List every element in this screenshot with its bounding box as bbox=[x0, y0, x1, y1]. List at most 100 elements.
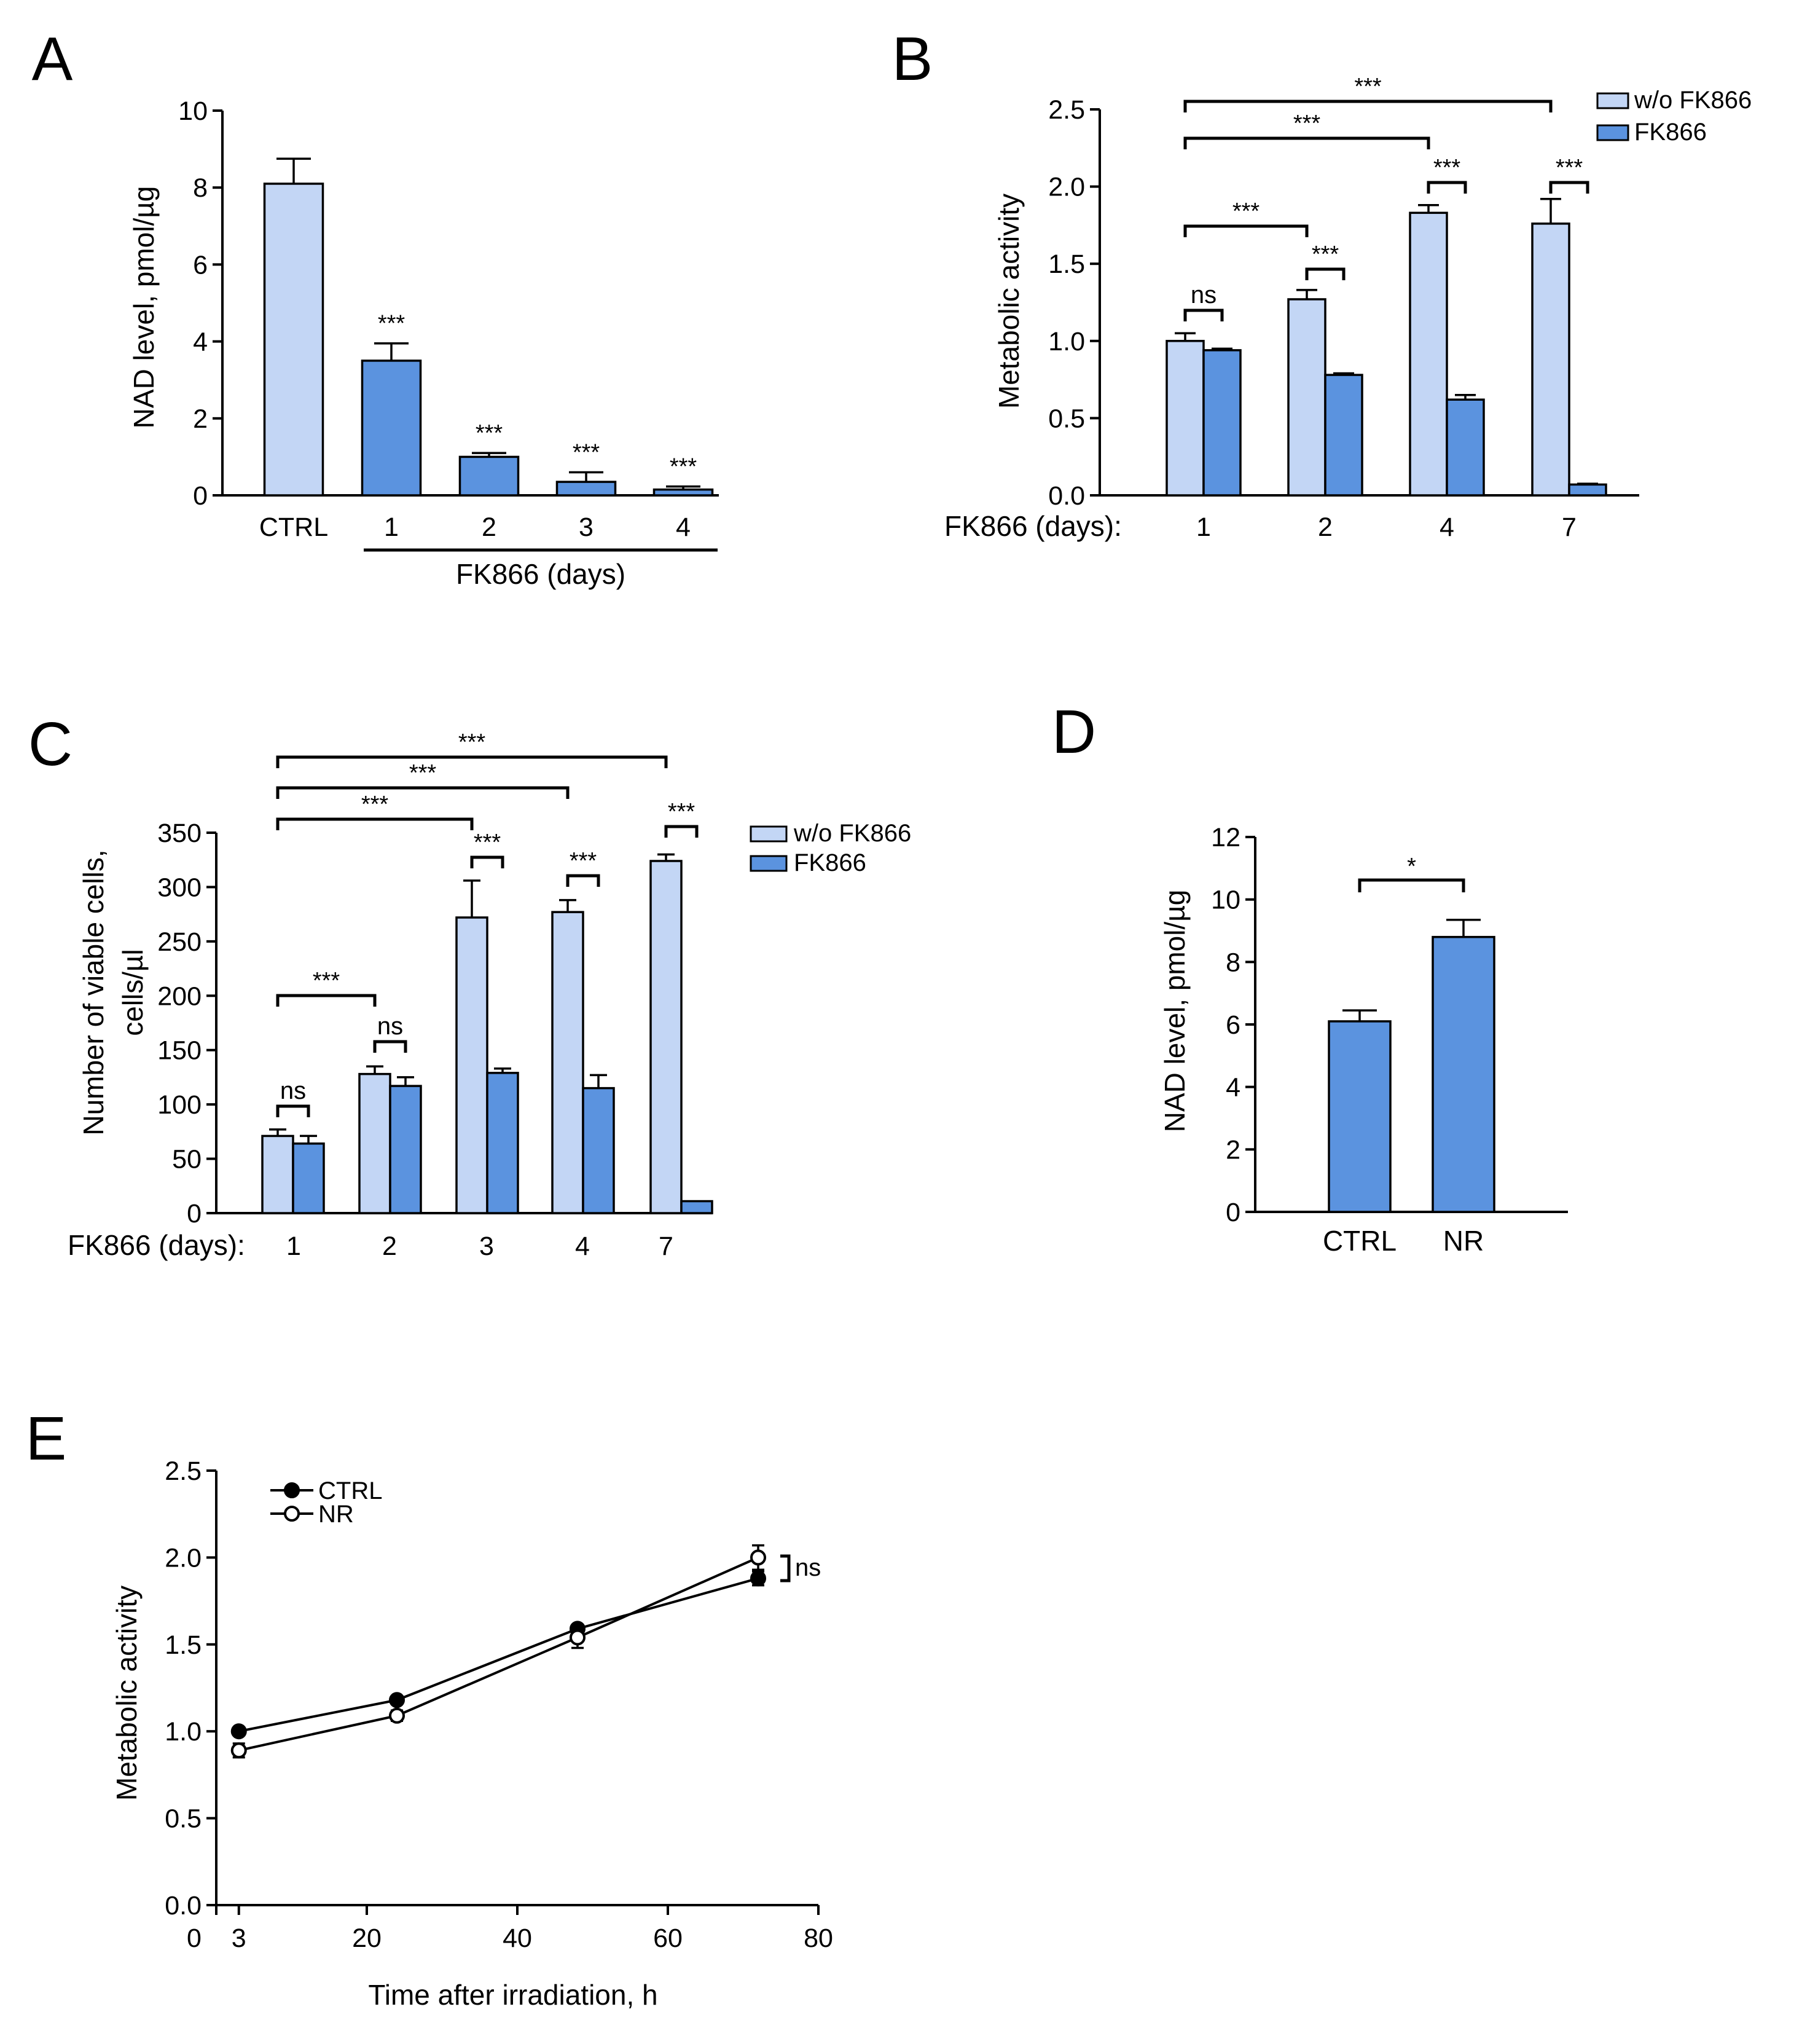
panel-letter-b: B bbox=[892, 25, 933, 93]
panel-c-comparison-significance: *** bbox=[409, 760, 437, 786]
panel-e-y-tick-label: 1.5 bbox=[165, 1630, 202, 1660]
panel-b-legend-swatch-without-fk866 bbox=[1596, 92, 1629, 109]
panel-c-pair-significance: *** bbox=[668, 799, 695, 825]
panel-c-pair-bracket bbox=[470, 855, 504, 868]
panel-b-bar-fk866 bbox=[1568, 483, 1607, 497]
panel-b-pair-bracket bbox=[1183, 309, 1224, 321]
panel-c-bar-fk866 bbox=[582, 1087, 615, 1214]
panel-c-error-bar bbox=[366, 1065, 383, 1074]
panel-c-bar-without-fk866 bbox=[455, 916, 488, 1214]
panel-b-error-bar bbox=[1212, 347, 1232, 350]
panel-c-comparison-significance: *** bbox=[313, 968, 340, 994]
panel-b-x-tick-label: 4 bbox=[1440, 513, 1454, 542]
panel-d-y-tick-label: 4 bbox=[1226, 1073, 1240, 1103]
panel-b-y-tick-label: 0.5 bbox=[1048, 404, 1085, 433]
panel-b-y-tick-label: 2.0 bbox=[1048, 173, 1085, 202]
panel-e-series-line-nr bbox=[238, 1556, 759, 1752]
panel-d-y-tick-label: 0 bbox=[1226, 1198, 1240, 1227]
panel-b-y-tick-label: 1.5 bbox=[1048, 250, 1085, 279]
panel-b-bar-without-fk866 bbox=[1531, 222, 1570, 497]
panel-b-error-bar bbox=[1418, 203, 1439, 213]
panel-c-error-bar bbox=[657, 853, 675, 861]
panel-d-error-bar bbox=[1446, 918, 1481, 937]
panel-b-y-tick-label: 2.5 bbox=[1048, 95, 1085, 125]
panel-b-pair-bracket bbox=[1305, 267, 1346, 280]
panel-a-group-label: FK866 (days) bbox=[456, 558, 625, 590]
panel-c-error-bar bbox=[397, 1076, 414, 1087]
panel-a-error-bar bbox=[569, 471, 603, 482]
panel-a-bar bbox=[458, 455, 520, 497]
panel-b-pair-significance: ns bbox=[1191, 281, 1217, 309]
panel-c-legend-swatch-without-fk866 bbox=[750, 825, 788, 843]
panel-d-y-tick-label: 2 bbox=[1226, 1135, 1240, 1165]
panel-a-error-bar bbox=[666, 485, 700, 490]
panel-e-series-line-ctrl bbox=[238, 1577, 759, 1733]
panel-c-pair-significance: *** bbox=[474, 830, 501, 855]
panel-e-point-nr bbox=[230, 1742, 247, 1759]
panel-d-x-tick-label: CTRL bbox=[1323, 1225, 1397, 1257]
panel-e-x-label: Time after irradiation, h bbox=[368, 1979, 657, 2011]
panel-b-comparison-bracket bbox=[1183, 224, 1309, 237]
panel-b-x-prefix: FK866 (days): bbox=[944, 510, 1122, 542]
panel-a-x-tick-label: 2 bbox=[482, 513, 496, 542]
panel-c-y-tick-label: 350 bbox=[157, 819, 202, 848]
panel-e-ns-label: ns bbox=[795, 1554, 821, 1581]
panel-d-bar bbox=[1432, 935, 1495, 1213]
panel-d-comparison-significance: * bbox=[1407, 854, 1416, 879]
panel-b-x-tick-label: 1 bbox=[1196, 513, 1211, 542]
panel-e-point-ctrl bbox=[230, 1723, 247, 1740]
panel-c-bar-without-fk866 bbox=[649, 860, 683, 1214]
panel-c-y-tick-label: 50 bbox=[172, 1145, 202, 1174]
panel-e-x-tick-label: 80 bbox=[804, 1924, 833, 1953]
panel-a-significance: *** bbox=[573, 439, 600, 465]
panel-c-bar-without-fk866 bbox=[358, 1072, 391, 1214]
panel-a: A 0 2 4 6 8 10 NAD level, pmol/µg CTRL *** 1 *** 2 **… bbox=[32, 25, 719, 590]
panel-c-comparison-bracket bbox=[276, 994, 377, 1007]
panel-b-comparison-significance: *** bbox=[1232, 199, 1260, 224]
panel-e-y-label: Metabolic activity bbox=[111, 1586, 143, 1801]
panel-a-bar bbox=[361, 360, 422, 497]
panel-b-legend-swatch-fk866 bbox=[1596, 124, 1629, 141]
panel-a-x-tick-label: 1 bbox=[384, 513, 399, 542]
panel-b-pair-significance: *** bbox=[1556, 155, 1583, 181]
panel-e-point-ctrl bbox=[389, 1692, 405, 1708]
panel-b-bar-without-fk866 bbox=[1409, 211, 1448, 497]
panel-c-y-tick-label: 150 bbox=[157, 1036, 202, 1066]
panel-c-pair-significance: *** bbox=[570, 848, 597, 874]
panel-c-x-tick-label: 2 bbox=[382, 1232, 397, 1261]
panel-b-y-label: Metabolic activity bbox=[993, 194, 1025, 409]
panel-d-comparison-bracket bbox=[1358, 878, 1465, 892]
panel-d-error-bar bbox=[1342, 1009, 1377, 1021]
panel-c-error-bar bbox=[494, 1067, 511, 1073]
panel-b-bar-fk866 bbox=[1202, 349, 1242, 497]
panel-b-comparison-significance: *** bbox=[1354, 74, 1382, 100]
panel-c-x-tick-label: 3 bbox=[479, 1232, 494, 1261]
panel-c-error-bar bbox=[590, 1074, 607, 1088]
panel-c-bar-fk866 bbox=[292, 1142, 325, 1214]
panel-d-y-label: NAD level, pmol/µg bbox=[1159, 890, 1191, 1133]
panel-a-bar bbox=[555, 481, 617, 497]
panel-a-y-tick-label: 0 bbox=[193, 481, 208, 511]
panel-b-bar-without-fk866 bbox=[1287, 298, 1326, 497]
panel-e-y-tick-label: 2.0 bbox=[165, 1543, 202, 1573]
panel-e-x-tick-label: 0 bbox=[187, 1924, 202, 1953]
panel-b-error-bar bbox=[1296, 289, 1317, 299]
panel-b-error-bar bbox=[1175, 332, 1196, 341]
panel-e-legend-marker-ctrl bbox=[284, 1482, 300, 1498]
panel-a-bar bbox=[263, 183, 324, 497]
panel-e-point-nr bbox=[570, 1629, 586, 1646]
panel-d-y-tick-label: 12 bbox=[1211, 823, 1240, 852]
panel-c-error-bar bbox=[463, 879, 480, 918]
panel-d-y-tick-label: 8 bbox=[1226, 948, 1240, 977]
panel-a-bar bbox=[652, 488, 714, 497]
panel-e-x-tick-label: 60 bbox=[653, 1924, 683, 1953]
panel-letter-d: D bbox=[1052, 698, 1096, 766]
panel-b-comparison-bracket bbox=[1183, 136, 1430, 149]
panel-c-bar-fk866 bbox=[680, 1200, 713, 1214]
panel-c-y-tick-label: 100 bbox=[157, 1090, 202, 1120]
panel-d-y-tick-label: 10 bbox=[1211, 886, 1240, 915]
panel-c: C 0 50 100 150 200 250 300 350 Number of viable c… bbox=[28, 710, 911, 1261]
panel-b-x-tick-label: 7 bbox=[1562, 513, 1577, 542]
panel-c-pair-bracket bbox=[664, 825, 699, 838]
